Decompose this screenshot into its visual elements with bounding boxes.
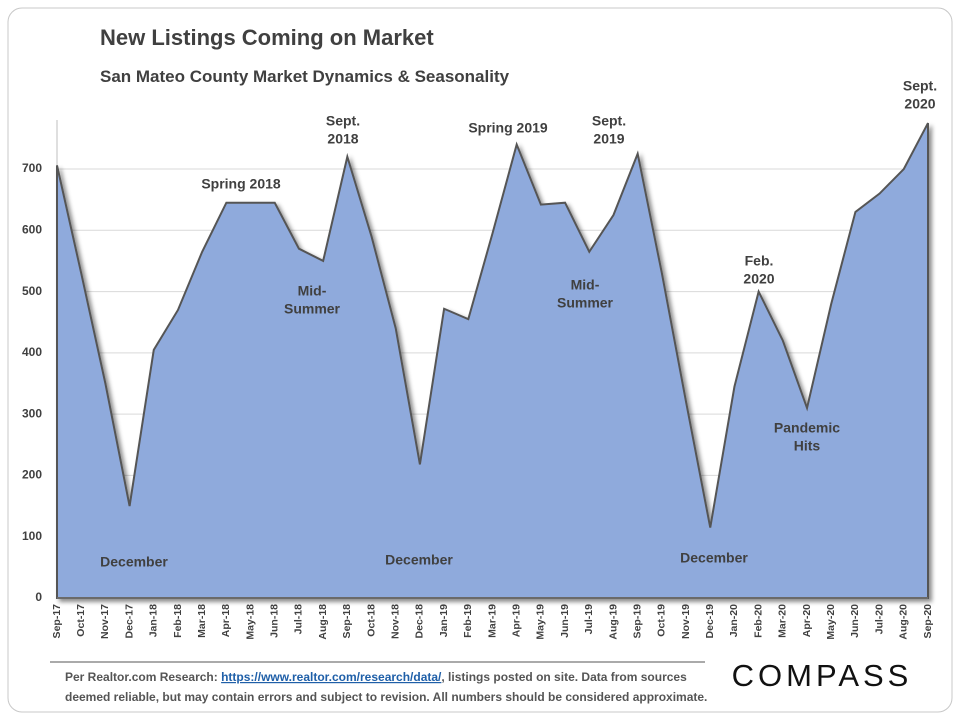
y-tick-label: 700 [22,161,42,175]
x-tick-label: Apr-19 [510,604,522,637]
annotation: 2019 [593,131,624,147]
annotation: Sept. [326,113,360,129]
x-tick-label: Aug-19 [607,604,619,640]
x-tick-label: Nov-18 [390,604,402,639]
chart-title: New Listings Coming on Market [100,25,434,50]
annotation: Hits [794,438,821,454]
x-tick-label: Jan-19 [438,604,450,637]
x-tick-label: Feb-18 [172,604,184,638]
x-tick-label: May-18 [244,604,256,640]
area [56,122,929,599]
x-tick-label: Mar-19 [486,604,498,638]
x-tick-label: Jun-19 [559,604,571,638]
annotation: Summer [557,295,614,311]
annotation: Spring 2019 [468,120,548,136]
x-tick-label: Nov-19 [680,604,692,639]
x-tick-label: Jun-20 [849,604,861,638]
x-tick-label: May-19 [535,604,547,640]
y-tick-label: 300 [22,406,42,420]
footer-link[interactable]: https://www.realtor.com/research/data/ [221,670,442,684]
annotation: 2020 [904,96,935,112]
x-tick-label: Oct-18 [365,604,377,637]
y-tick-label: 400 [22,345,42,359]
annotation: Feb. [745,253,774,269]
annotation: December [680,550,748,566]
annotation: Sept. [903,78,937,94]
footer-line1: Per Realtor.com Research: https://www.re… [65,670,687,684]
x-tick-label: Apr-18 [220,604,232,637]
annotation: December [385,552,453,568]
annotation: Mid- [298,283,327,299]
x-tick-label: Mar-18 [196,604,208,638]
x-tick-label: Feb-20 [752,604,764,638]
x-tick-label: Jul-18 [293,604,305,635]
x-tick-label: Nov-17 [99,604,111,639]
x-tick-label: Sep-17 [51,604,63,639]
annotation: Spring 2018 [201,176,281,192]
footer-line2: deemed reliable, but may contain errors … [65,690,707,704]
chart-subtitle: San Mateo County Market Dynamics & Seaso… [100,67,510,86]
x-tick-label: Sep-19 [631,604,643,639]
annotation: 2018 [327,131,358,147]
x-tick-label: Sep-20 [922,604,934,639]
annotation: Mid- [571,277,600,293]
x-tick-label: Oct-19 [656,604,668,637]
y-tick-label: 500 [22,284,42,298]
logo: COMPASS [732,658,913,693]
x-tick-label: Dec-19 [704,604,716,639]
x-tick-label: Dec-18 [414,604,426,639]
x-tick-label: Sep-18 [341,604,353,639]
x-tick-label: Apr-20 [801,604,813,637]
x-tick-label: Oct-17 [75,604,87,637]
annotation: December [100,554,168,570]
x-tick-label: Mar-20 [777,604,789,638]
footer-rest: , listings posted on site. Data from sou… [441,670,687,684]
y-tick-label: 100 [22,529,42,543]
x-tick-label: May-20 [825,604,837,640]
x-tick-label: Feb-19 [462,604,474,638]
x-tick-label: Jan-20 [728,604,740,637]
y-tick-label: 600 [22,222,42,236]
annotation: Pandemic [774,420,840,436]
annotation: Sept. [592,113,626,129]
x-tick-label: Jun-18 [269,604,281,638]
x-tick-label: Jul-20 [873,604,885,635]
annotation: Summer [284,301,341,317]
y-tick-label: 0 [35,590,42,604]
x-tick-label: Jul-19 [583,604,595,635]
annotation: 2020 [743,271,774,287]
x-tick-label: Dec-17 [123,604,135,639]
x-tick-label: Jan-18 [148,604,160,637]
footer-prefix: Per Realtor.com Research: [65,670,218,684]
x-tick-label: Aug-18 [317,604,329,640]
x-tick-label: Aug-20 [898,604,910,640]
y-tick-label: 200 [22,468,42,482]
